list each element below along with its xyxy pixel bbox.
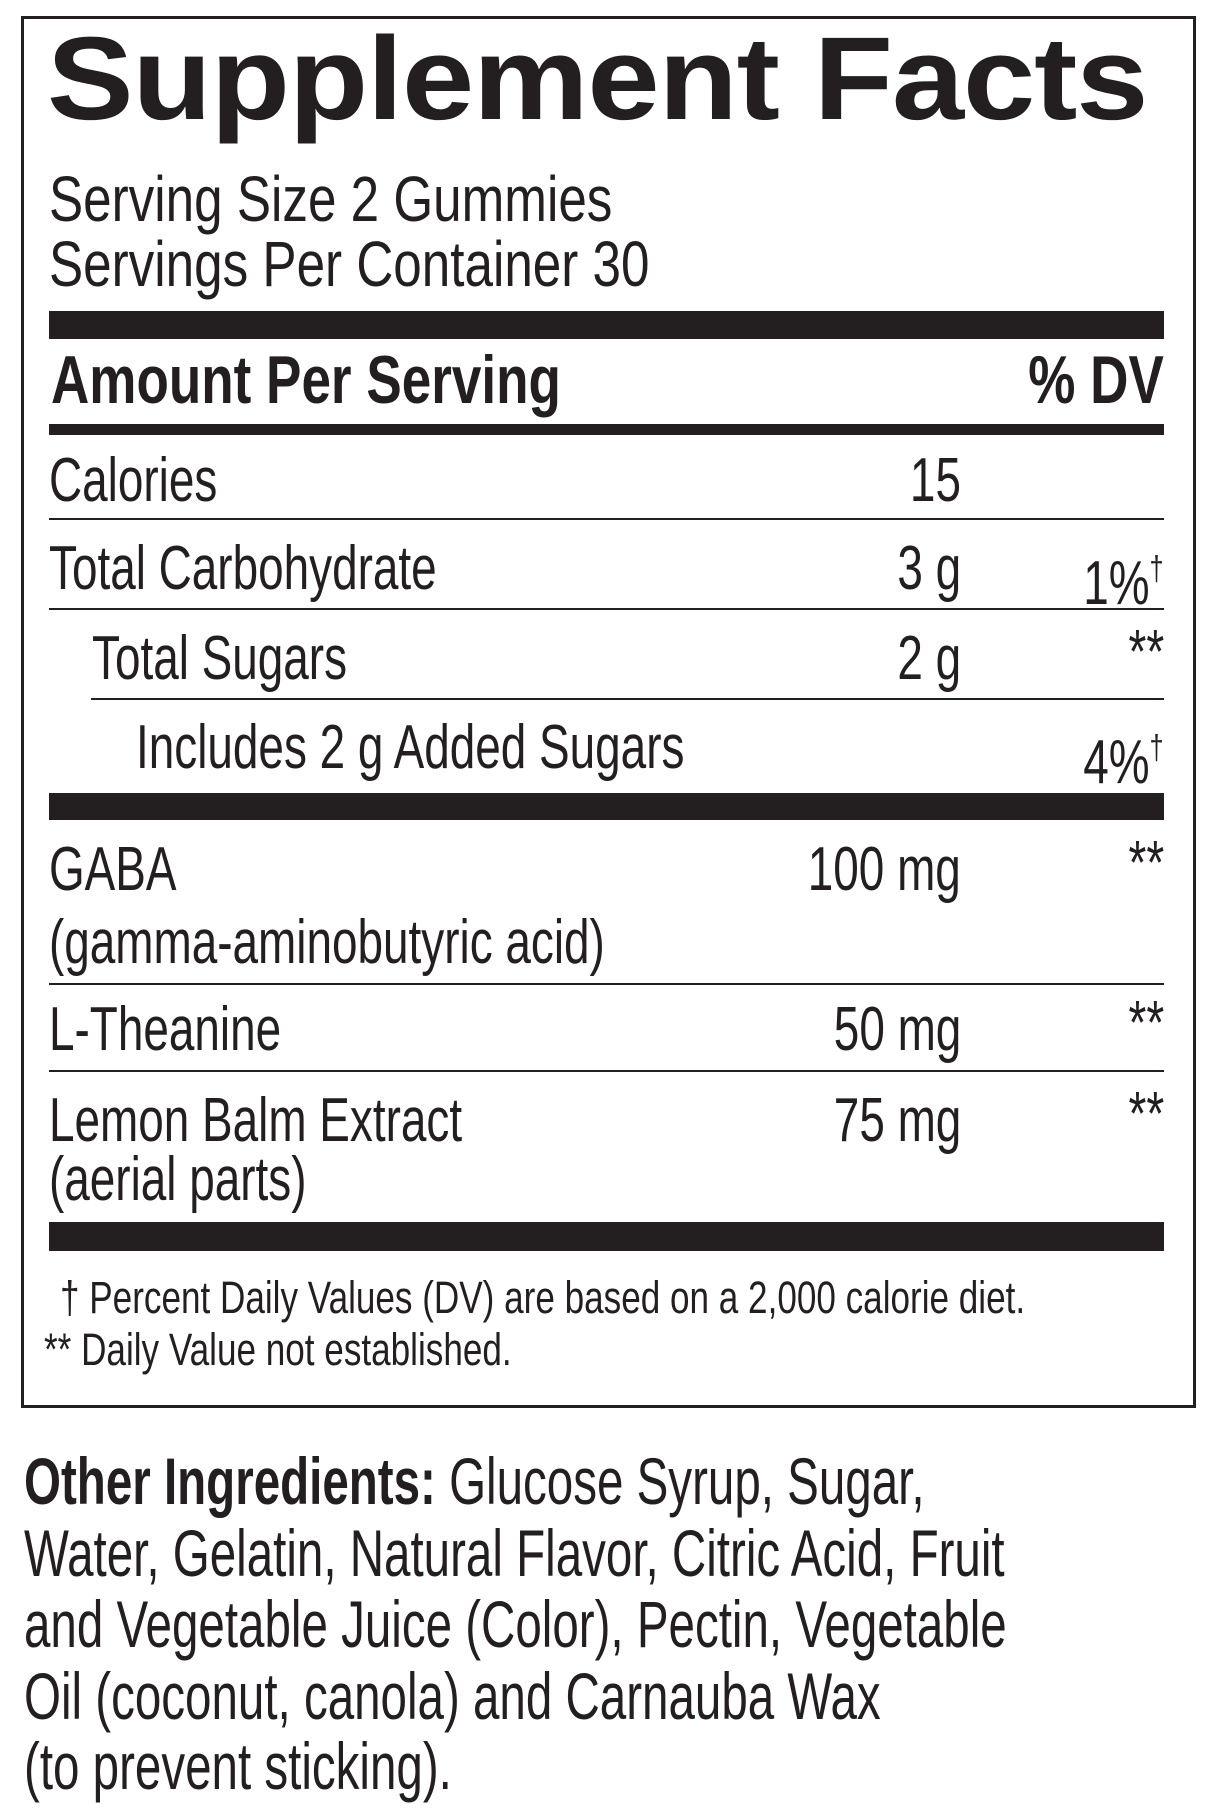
row-amount: 50 mg <box>833 995 961 1064</box>
supplement-facts-panel <box>21 16 1196 1408</box>
ingredients-line: (to prevent sticking). <box>24 1729 452 1803</box>
dagger-mark: † <box>1149 729 1164 767</box>
row-divider <box>49 983 1164 985</box>
row-dv: ** <box>1128 618 1164 687</box>
dagger-mark: † <box>1149 550 1164 588</box>
ingredients-line: Oil (coconut, canola) and Carnauba Wax <box>24 1659 881 1733</box>
footnote-text: ** Daily Value not established. <box>44 1324 512 1375</box>
amount-header-text: Amount Per Serving <box>51 342 561 418</box>
dv-value: 1% <box>1083 548 1150 618</box>
row-divider <box>49 608 1164 610</box>
row-name: Calories <box>49 446 218 515</box>
row-name: GABA <box>49 835 177 904</box>
thick-divider <box>49 793 1164 820</box>
row-name: Lemon Balm Extract <box>49 1086 463 1155</box>
row-dv: 4%† <box>1084 717 1164 794</box>
thick-divider <box>49 1222 1164 1251</box>
servings-per-container-text: Servings Per Container 30 <box>49 228 650 300</box>
medium-divider <box>49 424 1164 435</box>
ingredients-line: and Vegetable Juice (Color), Pectin, Veg… <box>24 1587 1007 1661</box>
dv-header: % DV <box>990 346 1164 414</box>
footnote-not-established: ** Daily Value not established. <box>44 1327 644 1372</box>
dv-header-text: % DV <box>1028 342 1164 418</box>
row-dv: ** <box>1128 989 1164 1058</box>
row-dv: 1%† <box>1084 538 1164 615</box>
row-name: Total Sugars <box>92 624 348 693</box>
row-name: Includes 2 g Added Sugars <box>136 713 685 782</box>
serving-size-text: Serving Size 2 Gummies <box>49 163 613 235</box>
row-amount: 3 g <box>897 534 961 603</box>
ingredients-line: Water, Gelatin, Natural Flavor, Citric A… <box>24 1516 1005 1590</box>
other-ingredients-label: Other Ingredients: <box>24 1444 436 1518</box>
ingredients-text: Glucose Syrup, Sugar, <box>435 1444 925 1518</box>
row-amount: 75 mg <box>833 1086 961 1155</box>
thick-divider <box>49 311 1164 339</box>
ingredients-line: Other Ingredients: Glucose Syrup, Sugar, <box>24 1448 925 1514</box>
row-amount: 100 mg <box>807 835 961 904</box>
row-subname: (aerial parts) <box>49 1145 307 1214</box>
row-amount: 2 g <box>897 624 961 693</box>
serving-size: Serving Size 2 Gummies <box>49 167 753 231</box>
row-divider <box>49 518 1164 520</box>
row-name: Total Carbohydrate <box>49 534 437 603</box>
row-subname: (gamma-aminobutyric acid) <box>49 908 605 977</box>
dv-value: 4% <box>1083 727 1150 797</box>
row-name: L-Theanine <box>49 995 282 1064</box>
panel-title: Supplement Facts <box>47 13 1148 145</box>
row-divider <box>49 1070 1164 1072</box>
amount-per-serving-header: Amount Per Serving <box>51 346 705 414</box>
row-divider <box>91 698 1164 700</box>
row-amount: 15 <box>909 446 961 515</box>
servings-per-container: Servings Per Container 30 <box>49 232 800 296</box>
row-dv: ** <box>1128 1080 1164 1149</box>
footnote-dv: † Percent Daily Values (DV) are based on… <box>60 1275 1214 1320</box>
footnote-text: † Percent Daily Values (DV) are based on… <box>60 1272 1026 1323</box>
row-dv: ** <box>1128 829 1164 898</box>
